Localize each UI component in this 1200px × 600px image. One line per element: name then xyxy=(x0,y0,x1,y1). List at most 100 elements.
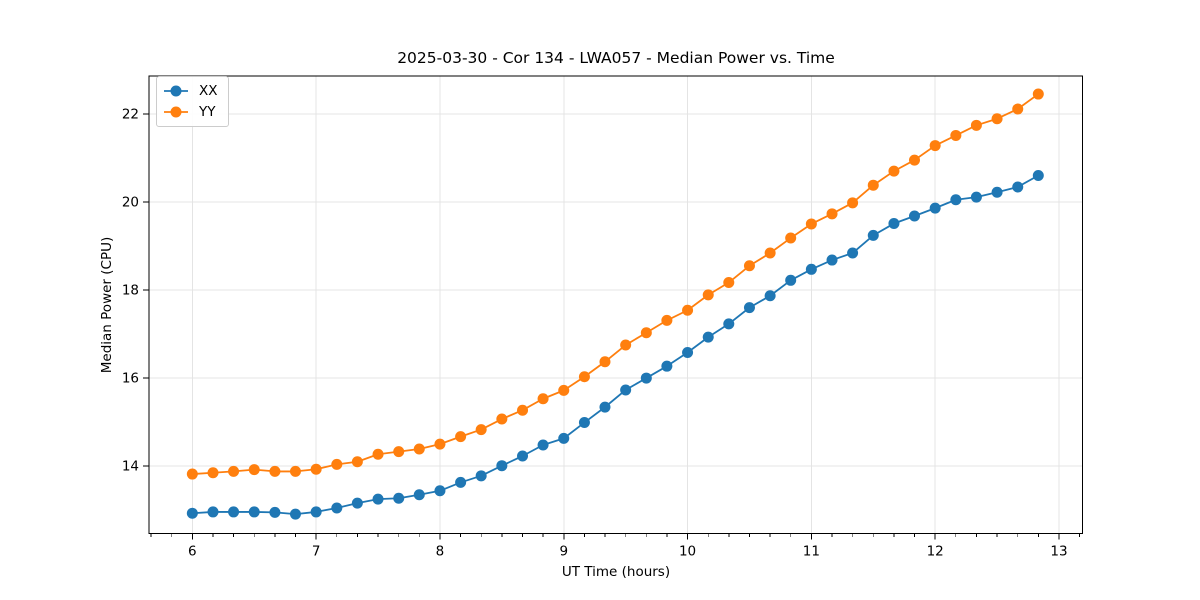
series-xx-marker xyxy=(785,274,797,286)
series-yy-marker xyxy=(434,438,446,450)
series-yy-marker xyxy=(310,463,322,475)
series-xx-marker xyxy=(496,460,508,472)
series-yy-marker xyxy=(991,113,1003,125)
series-yy-marker xyxy=(764,247,776,259)
series-xx-marker xyxy=(248,506,260,518)
series-yy-marker xyxy=(805,218,817,230)
series-xx-marker xyxy=(1032,170,1044,182)
series-xx-marker xyxy=(372,493,384,505)
series-yy-marker xyxy=(578,371,590,383)
series-xx-marker xyxy=(289,508,301,520)
series-xx-marker xyxy=(888,218,900,230)
series-yy-marker xyxy=(372,448,384,460)
x-tick-label: 11 xyxy=(803,544,820,560)
y-tick-label: 22 xyxy=(122,106,139,122)
chart-title: 2025-03-30 - Cor 134 - LWA057 - Median P… xyxy=(397,49,835,67)
series-xx-marker xyxy=(434,485,446,497)
series-xx-marker xyxy=(207,506,219,518)
series-xx-marker xyxy=(867,229,879,241)
series-yy-marker xyxy=(785,232,797,244)
series-yy-marker xyxy=(1032,88,1044,100)
legend-line-yy-icon xyxy=(164,106,188,118)
series-yy-marker xyxy=(723,277,735,289)
series-yy-marker xyxy=(599,356,611,368)
legend-line-xx-icon xyxy=(164,85,188,97)
x-axis-label: UT Time (hours) xyxy=(561,564,671,580)
series-yy-marker xyxy=(847,197,859,209)
y-tick-label: 18 xyxy=(122,282,139,298)
series-xx-marker xyxy=(186,507,198,519)
series-xx-marker xyxy=(1012,181,1024,193)
legend-label-yy: YY xyxy=(199,104,216,120)
axes-spines xyxy=(148,75,1083,534)
series-yy-marker xyxy=(289,465,301,477)
series-yy-marker xyxy=(867,179,879,191)
x-tick-label: 12 xyxy=(927,544,944,560)
series-xx-marker xyxy=(228,506,240,518)
series-xx-marker xyxy=(599,401,611,413)
y-tick-label: 20 xyxy=(122,194,139,210)
series-xx-marker xyxy=(455,476,467,488)
x-tick-label: 9 xyxy=(559,544,568,560)
series-yy-marker xyxy=(269,465,281,477)
series-xx-marker xyxy=(537,439,549,451)
series-xx-marker xyxy=(413,489,425,501)
series-xx-marker xyxy=(475,470,487,482)
y-tick-label: 14 xyxy=(122,459,139,475)
x-tick-label: 7 xyxy=(312,544,321,560)
series-xx-marker xyxy=(743,302,755,314)
y-axis-label: Median Power (CPU) xyxy=(99,236,115,374)
series-xx-marker xyxy=(640,372,652,384)
series-yy-marker xyxy=(228,465,240,477)
series-yy-marker xyxy=(702,289,714,301)
series-xx-marker xyxy=(950,194,962,206)
series-yy-marker xyxy=(455,431,467,443)
x-tick-label: 10 xyxy=(679,544,696,560)
series-yy-marker xyxy=(537,393,549,405)
series-yy-marker xyxy=(661,314,673,326)
legend-label-xx: XX xyxy=(199,83,218,99)
series-xx-marker xyxy=(826,254,838,266)
series-yy-marker xyxy=(248,464,260,476)
series-xx-marker xyxy=(331,502,343,514)
series-yy-marker xyxy=(331,458,343,470)
series-yy-marker xyxy=(186,468,198,480)
series-xx-marker xyxy=(351,497,363,509)
series-yy-marker xyxy=(950,129,962,141)
x-tick-label: 6 xyxy=(188,544,197,560)
series-xx-marker xyxy=(269,506,281,518)
series-xx-line xyxy=(191,174,1040,516)
series-xx-marker xyxy=(310,506,322,518)
series-xx-marker xyxy=(620,384,632,396)
series-xx-marker xyxy=(764,290,776,302)
series-yy-marker xyxy=(1012,103,1024,115)
series-yy-line xyxy=(191,93,1040,475)
series-yy-marker xyxy=(558,384,570,396)
series-yy-marker xyxy=(640,327,652,339)
series-xx-marker xyxy=(393,492,405,504)
legend-item-yy: YY xyxy=(163,104,218,120)
series-xx-marker xyxy=(517,450,529,462)
series-yy-marker xyxy=(970,119,982,131)
series-yy-marker xyxy=(826,208,838,220)
series-xx-marker xyxy=(578,417,590,429)
series-yy-marker xyxy=(351,456,363,468)
series-xx-marker xyxy=(682,347,694,359)
x-tick-label: 8 xyxy=(436,544,445,560)
series-xx-marker xyxy=(929,202,941,214)
series-yy-marker xyxy=(888,165,900,177)
series-xx-marker xyxy=(991,186,1003,198)
series-xx-marker xyxy=(908,210,920,222)
series-yy-marker xyxy=(929,140,941,152)
series-yy-marker xyxy=(475,424,487,436)
series-yy-marker xyxy=(908,154,920,166)
series-yy-marker xyxy=(207,467,219,479)
legend-item-xx: XX xyxy=(163,83,218,99)
series-xx-marker xyxy=(723,318,735,330)
series-yy-marker xyxy=(682,304,694,316)
series-yy-marker xyxy=(743,260,755,272)
series-yy-marker xyxy=(393,446,405,458)
y-tick-label: 16 xyxy=(122,371,139,387)
